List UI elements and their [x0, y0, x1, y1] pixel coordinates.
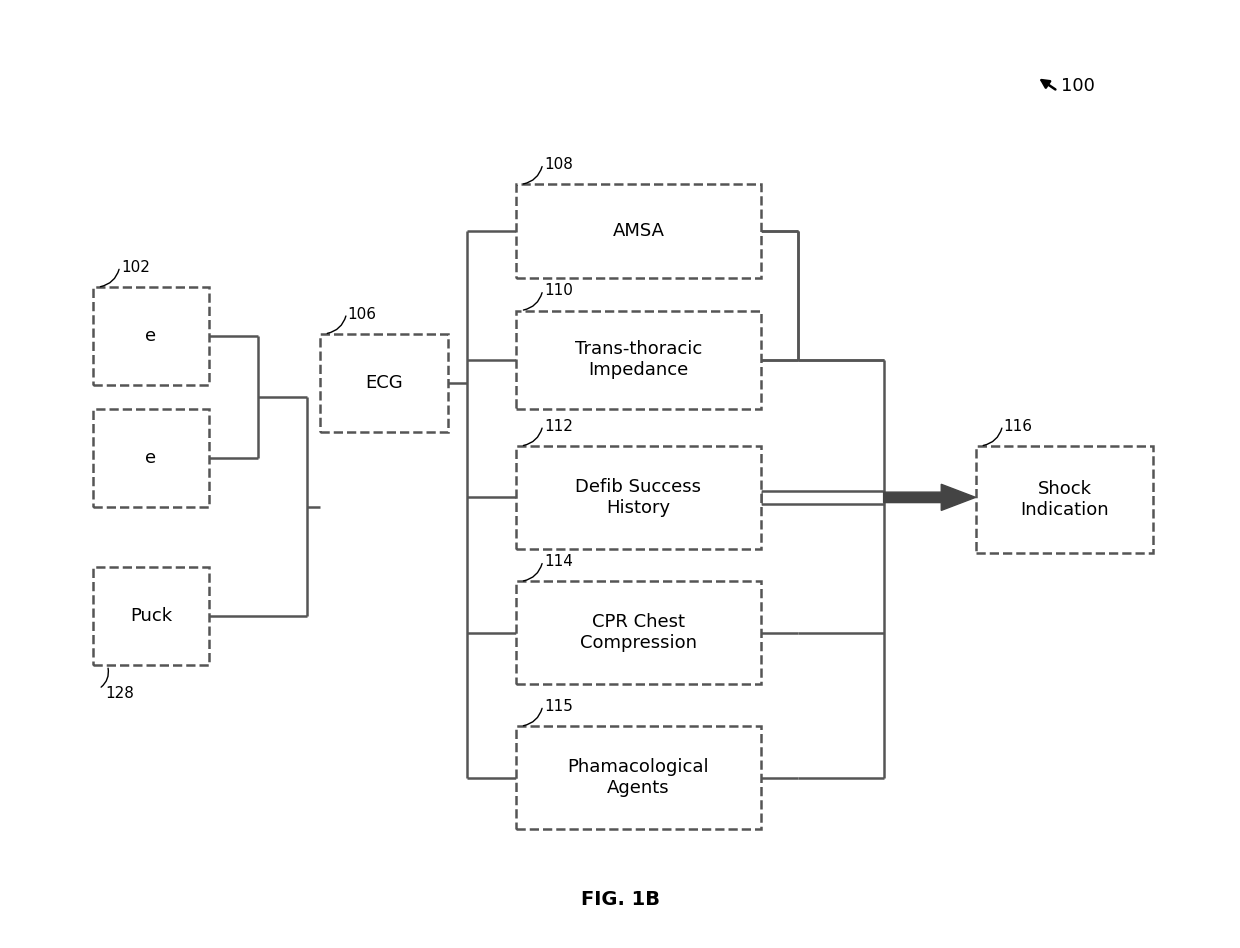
Polygon shape [884, 484, 976, 510]
Text: CPR Chest
Compression: CPR Chest Compression [580, 613, 697, 652]
Text: e: e [145, 448, 156, 466]
Text: 112: 112 [544, 419, 573, 434]
FancyBboxPatch shape [93, 287, 210, 385]
Text: Trans-thoracic
Impedance: Trans-thoracic Impedance [575, 340, 702, 379]
Text: Defib Success
History: Defib Success History [575, 478, 702, 517]
Text: 106: 106 [347, 307, 377, 321]
FancyBboxPatch shape [516, 185, 761, 278]
FancyBboxPatch shape [516, 446, 761, 549]
Text: 115: 115 [544, 699, 573, 714]
Text: 116: 116 [1003, 419, 1033, 434]
Text: Shock
Indication: Shock Indication [1021, 481, 1109, 520]
Text: 108: 108 [544, 157, 573, 173]
Text: 114: 114 [544, 555, 573, 570]
FancyBboxPatch shape [516, 311, 761, 409]
Text: Phamacological
Agents: Phamacological Agents [568, 758, 709, 797]
Text: ECG: ECG [365, 374, 403, 392]
FancyBboxPatch shape [93, 568, 210, 665]
FancyBboxPatch shape [516, 581, 761, 684]
Text: 128: 128 [105, 686, 134, 701]
Text: e: e [145, 327, 156, 345]
FancyBboxPatch shape [93, 409, 210, 506]
FancyBboxPatch shape [976, 446, 1153, 554]
FancyBboxPatch shape [320, 334, 449, 432]
Text: 110: 110 [544, 283, 573, 299]
Text: AMSA: AMSA [613, 222, 665, 240]
FancyBboxPatch shape [516, 726, 761, 829]
Text: Puck: Puck [130, 608, 172, 626]
Text: 100: 100 [1061, 78, 1095, 96]
Text: FIG. 1B: FIG. 1B [580, 889, 660, 908]
Text: 102: 102 [122, 260, 150, 275]
